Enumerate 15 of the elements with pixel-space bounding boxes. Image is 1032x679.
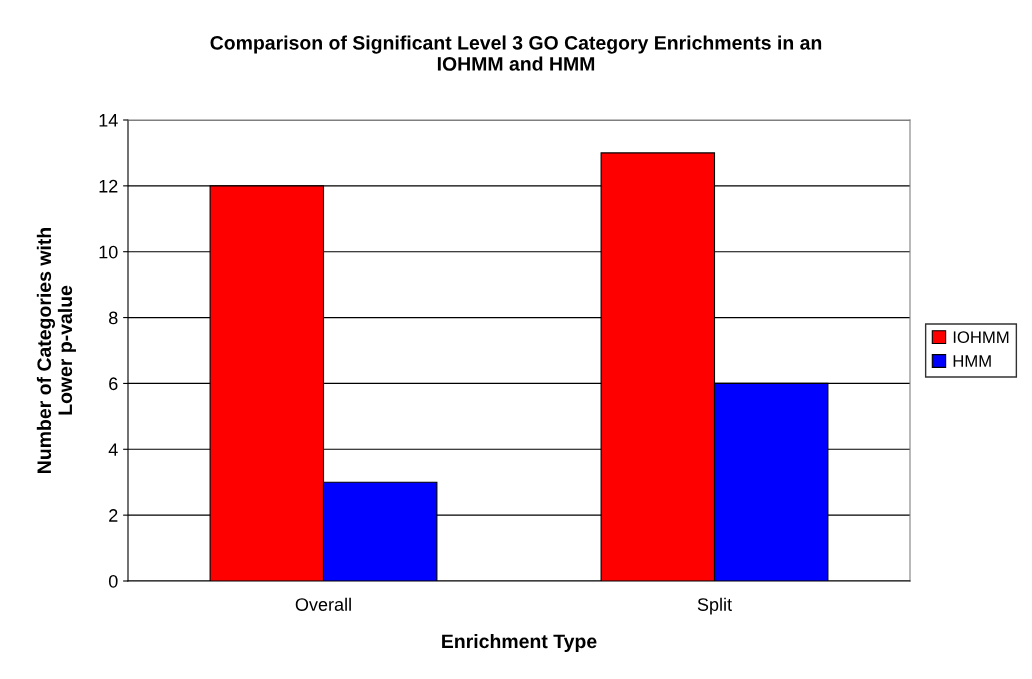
chart-title: Comparison of Significant Level 3 GO Category Enrichments in an IOHMM and HMM (210, 35, 822, 71)
legend-label: HMM (953, 355, 991, 367)
y-tick-label: 8 (109, 311, 118, 325)
legend-label: IOHMM (953, 331, 1009, 344)
x-tick-label: Split (697, 597, 732, 615)
y-tick-label: 12 (99, 179, 118, 193)
y-tick-label: 4 (108, 443, 118, 456)
x-axis-title: Enrichment Type (442, 633, 597, 653)
y-tick-label: 10 (99, 245, 118, 259)
y-tick-label: 0 (108, 574, 118, 588)
y-axis-title: Number of Categories with Lower p-value (36, 228, 76, 473)
x-tick-label: Overall (295, 597, 351, 611)
y-tick-label: 2 (109, 509, 118, 522)
y-tick-label: 6 (109, 377, 118, 391)
y-tick-label: 14 (99, 114, 118, 127)
